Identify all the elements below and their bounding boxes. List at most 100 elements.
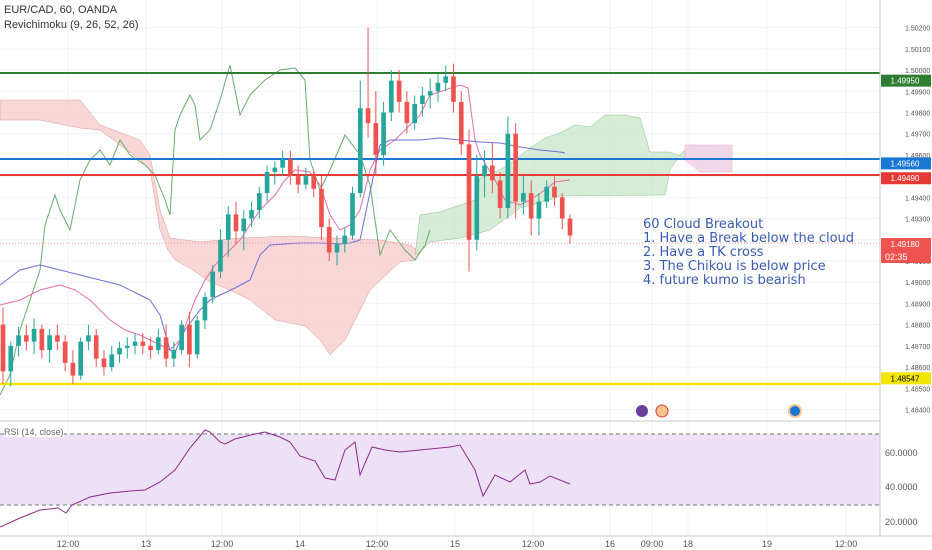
candle-body (101, 358, 107, 368)
candle-body (187, 324, 192, 355)
time-tick-label: 09:00 (641, 539, 664, 549)
candle-body (412, 103, 417, 124)
candle-body (552, 186, 557, 198)
price-tag (881, 238, 931, 251)
price-tags: 1.49950 1.49560 1.49490 1.49180 1.48547 (881, 74, 931, 385)
price-tag-text: 1.48547 (891, 374, 920, 383)
price-tick-label: 1.49800 (905, 110, 930, 117)
candle-body (264, 171, 270, 194)
candle-body (373, 123, 379, 155)
time-tick-label: 12:00 (57, 539, 80, 549)
candle-body (505, 133, 511, 208)
price-tag (881, 74, 931, 87)
rsi-line (0, 429, 571, 528)
candle-body (404, 101, 410, 124)
annotation-line-1: 1. Have a Break below the cloud (643, 231, 855, 246)
price-tag (881, 157, 931, 170)
rsi-label: RSI (14, close) (4, 427, 64, 437)
symbol-label: EUR/CAD, 60, OANDA (4, 4, 118, 16)
candle-body (62, 341, 68, 363)
candle-body (420, 95, 425, 104)
candle-body (70, 362, 76, 376)
price-tag-text: 1.49560 (891, 159, 920, 168)
candle-body (295, 176, 301, 185)
candle-body (427, 91, 433, 96)
candle-body (47, 335, 52, 351)
candle-body (249, 210, 254, 219)
candle-body (93, 335, 99, 359)
candle-body (225, 214, 231, 240)
price-tick-label: 1.50100 (905, 47, 930, 54)
candle-body (482, 165, 487, 177)
candle-body (202, 297, 208, 321)
price-tag (881, 172, 931, 185)
candle-body (194, 320, 200, 355)
candle-body (536, 201, 542, 219)
candle-body (280, 159, 285, 168)
price-tag (881, 372, 931, 385)
candle-body (140, 341, 146, 346)
time-tick-labels: 12:00 13 12:00 14 12:00 15 12:00 16 09:00 18 19 12:… (57, 539, 858, 549)
candle-body (132, 341, 138, 346)
candle-body (16, 335, 21, 346)
candle-body (86, 335, 91, 342)
price-tick-label: 1.48700 (905, 344, 930, 351)
price-tick-label: 1.48600 (905, 365, 930, 372)
time-tick-label: 12:00 (522, 539, 545, 549)
price-tick-label: 1.49300 (905, 217, 930, 224)
candle-body (443, 76, 449, 83)
candle-body (435, 82, 441, 92)
candle-body (171, 350, 177, 359)
candle-body (474, 176, 480, 240)
time-tick-label: 12:00 (366, 539, 389, 549)
candle-body (0, 324, 6, 372)
candle-body (210, 271, 216, 298)
price-tick-label: 1.48900 (905, 301, 930, 308)
candle-body (567, 218, 573, 236)
candle-body (326, 227, 332, 253)
candle-body (334, 244, 340, 253)
candle-body (544, 186, 550, 202)
candle-body (381, 112, 386, 155)
rsi-tick-60: 60.0000 (885, 448, 918, 458)
annotation-line-2: 2. Have a TK cross (643, 245, 764, 260)
time-tick-label: 14 (295, 539, 305, 549)
candle-body (396, 80, 402, 102)
price-tick-label: 1.48500 (905, 386, 930, 393)
candle-body (303, 176, 309, 185)
candle-body (466, 144, 472, 240)
rsi-band (0, 434, 880, 505)
candle-body (528, 193, 534, 219)
candle-body (365, 108, 371, 124)
time-tick-label: 18 (683, 539, 693, 549)
candle-body (8, 345, 14, 372)
time-tick-label: 13 (141, 539, 151, 549)
price-tick-label: 1.48400 (905, 408, 930, 415)
price-tag-text: 1.49490 (891, 174, 920, 183)
candle-body (148, 345, 153, 351)
split-event-icon (655, 404, 669, 418)
price-tick-label: 1.49600 (905, 153, 930, 160)
candle-body (288, 159, 293, 177)
candle-body (559, 197, 565, 219)
time-axis-bg (0, 536, 932, 550)
dividend-event-icon (636, 405, 648, 417)
indicator-label: Revichimoku (9, 26, 52, 26) (4, 19, 139, 31)
candle-body (458, 101, 464, 145)
time-tick-label: 16 (605, 539, 615, 549)
candle-body (489, 165, 495, 181)
time-tick-label: 19 (762, 539, 772, 549)
candle-body (451, 76, 456, 102)
candle-body (179, 324, 184, 351)
annotation-line-4: 4. future kumo is bearish (643, 273, 806, 288)
candle-body (521, 193, 526, 202)
candle-body (342, 235, 348, 245)
candle-body (241, 218, 247, 232)
time-tick-label: 12:00 (211, 539, 234, 549)
event-icons[interactable] (636, 404, 802, 418)
rsi-tick-40: 40.0000 (885, 482, 918, 492)
timer-tag: 02:35 (881, 250, 931, 263)
candle-body (350, 193, 355, 236)
